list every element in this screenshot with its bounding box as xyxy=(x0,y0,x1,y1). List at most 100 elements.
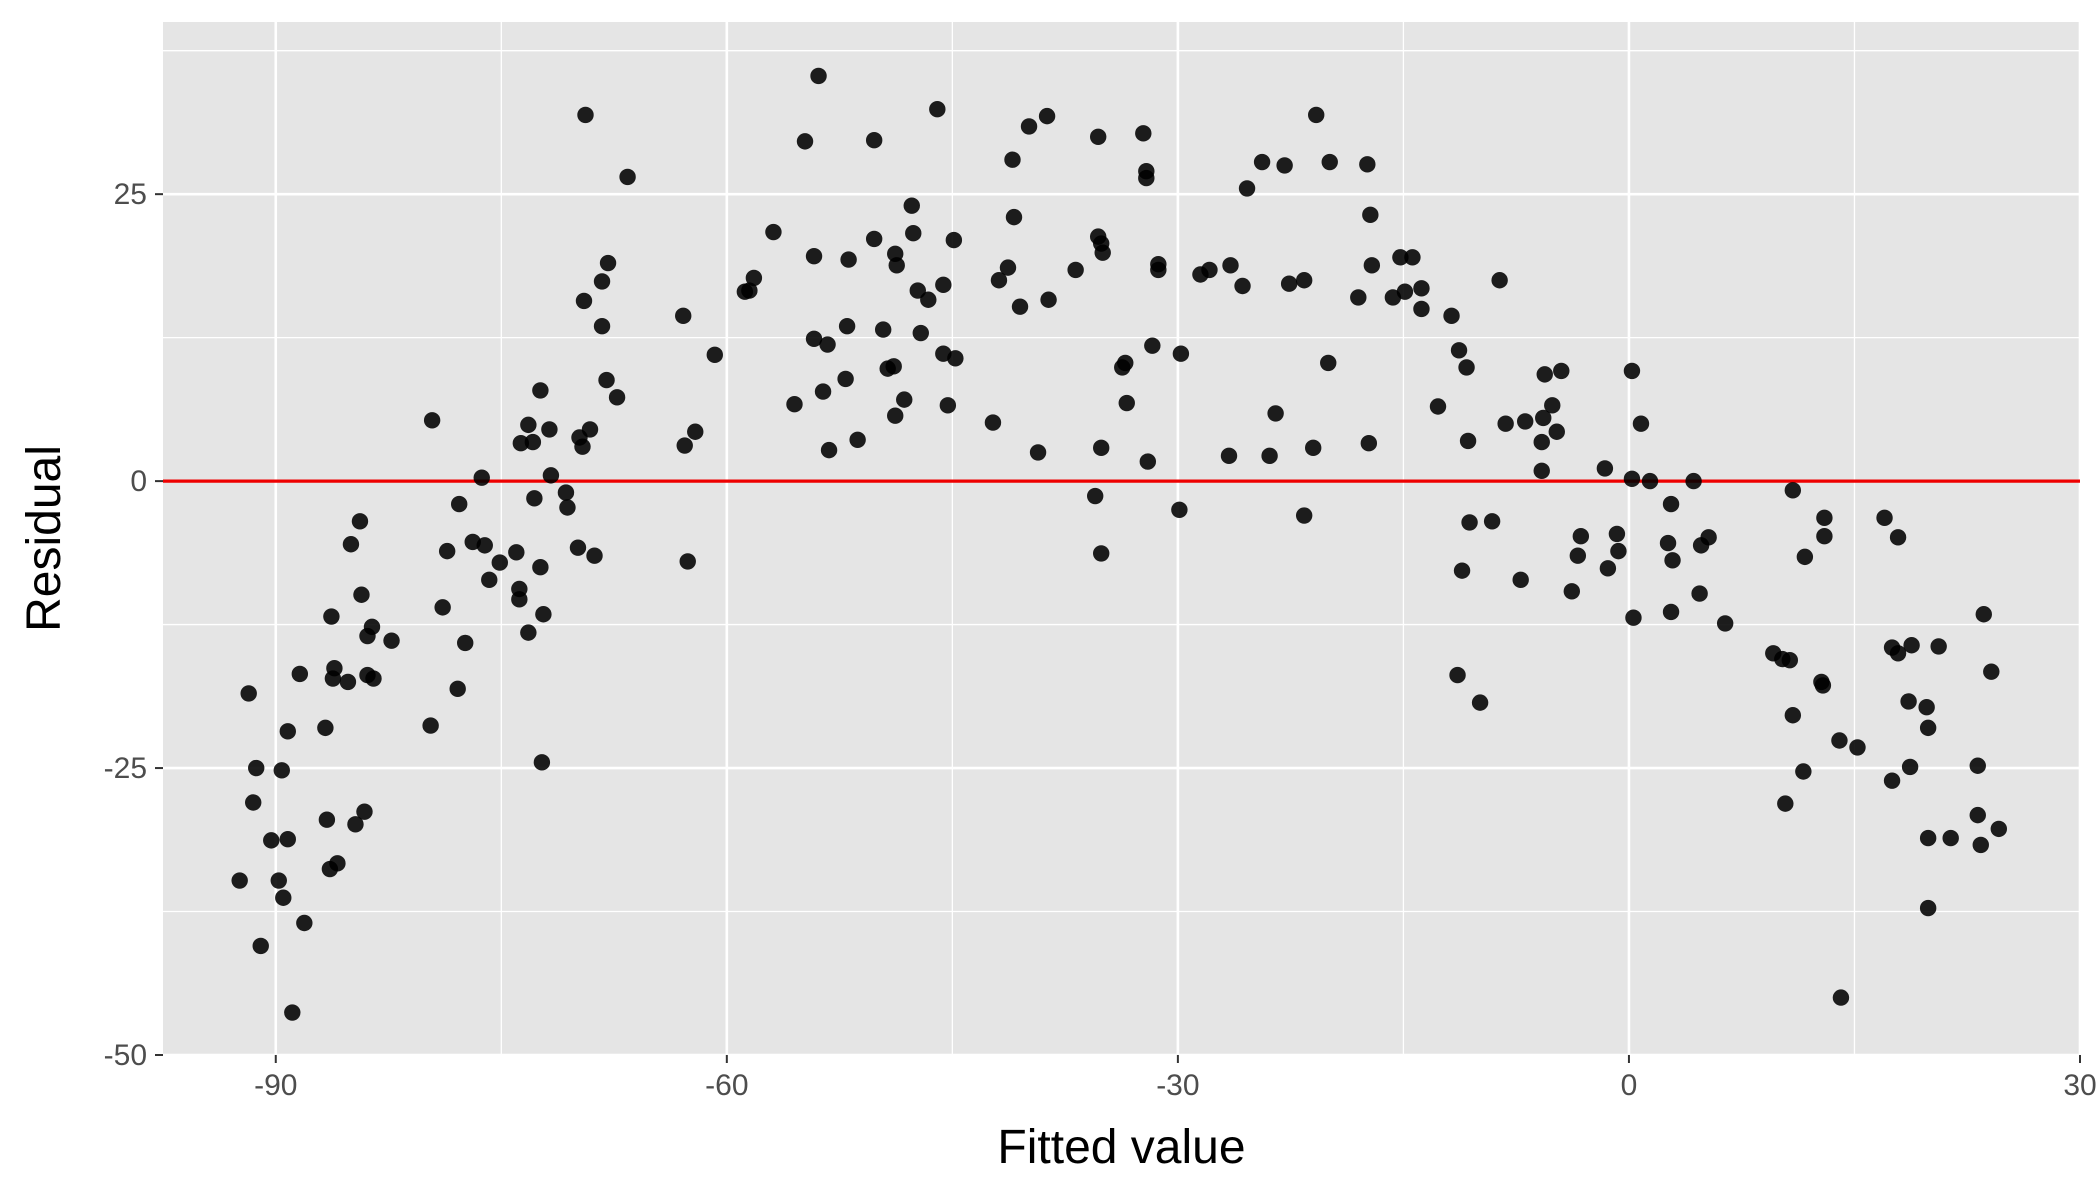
data-point xyxy=(745,269,763,287)
data-point xyxy=(1320,354,1337,372)
data-point xyxy=(1512,571,1529,589)
data-point xyxy=(1094,244,1111,261)
data-point xyxy=(1308,106,1325,124)
data-point xyxy=(1900,693,1917,710)
data-point xyxy=(284,1004,301,1021)
data-point xyxy=(1461,514,1478,531)
data-point xyxy=(1889,645,1907,662)
data-point xyxy=(598,371,615,389)
data-point xyxy=(1171,501,1188,519)
data-point xyxy=(805,247,823,265)
data-point xyxy=(342,536,360,553)
data-point xyxy=(1990,820,2008,838)
data-point xyxy=(1796,548,1814,566)
data-point xyxy=(599,254,617,272)
data-point xyxy=(593,273,611,290)
data-point xyxy=(810,67,827,85)
data-point xyxy=(1458,359,1475,376)
data-point xyxy=(1599,560,1617,577)
data-point xyxy=(1276,157,1293,174)
data-point xyxy=(1362,206,1379,224)
data-point xyxy=(263,832,280,849)
data-point xyxy=(575,292,593,310)
data-point xyxy=(524,433,542,451)
data-point xyxy=(1942,829,1959,847)
data-point xyxy=(559,499,576,516)
data-point xyxy=(865,230,883,248)
data-point xyxy=(422,717,439,734)
data-point xyxy=(1533,462,1550,479)
y-tick-label: 25 xyxy=(114,178,147,211)
data-point xyxy=(1883,772,1901,789)
data-point xyxy=(935,276,952,294)
data-point xyxy=(1919,829,1937,847)
data-point xyxy=(945,231,963,249)
data-point xyxy=(608,389,626,406)
data-point xyxy=(1038,107,1056,125)
data-point xyxy=(1150,261,1167,279)
data-point xyxy=(574,438,591,455)
data-point xyxy=(1969,806,1986,824)
data-point xyxy=(532,558,549,576)
data-point xyxy=(1321,153,1338,171)
data-point xyxy=(520,624,537,641)
data-point xyxy=(1641,472,1659,490)
data-point xyxy=(569,539,587,556)
x-tick-label: -60 xyxy=(705,1069,748,1102)
data-point xyxy=(1685,472,1702,490)
data-point xyxy=(1700,529,1717,546)
data-point xyxy=(586,547,603,564)
data-point xyxy=(741,282,758,299)
data-point xyxy=(593,317,611,335)
data-point xyxy=(1135,125,1152,142)
data-point xyxy=(1453,562,1471,579)
data-point xyxy=(912,324,929,342)
data-point xyxy=(1020,118,1038,135)
data-point xyxy=(279,723,296,740)
data-point xyxy=(1572,528,1590,545)
data-point xyxy=(1784,482,1802,499)
data-point xyxy=(511,591,528,608)
data-point xyxy=(1608,525,1626,543)
data-point xyxy=(838,317,856,335)
data-point xyxy=(1610,542,1627,560)
data-point xyxy=(1363,257,1381,274)
data-point xyxy=(329,855,346,872)
data-point xyxy=(999,259,1017,276)
data-point xyxy=(1972,836,1989,854)
data-point xyxy=(557,484,575,501)
y-tick-label: -50 xyxy=(104,1039,147,1072)
data-point xyxy=(1716,615,1734,632)
y-tick-label: -25 xyxy=(104,752,147,785)
data-point xyxy=(887,245,904,263)
data-point xyxy=(318,811,336,828)
data-point xyxy=(291,665,309,683)
data-point xyxy=(840,251,857,268)
data-point xyxy=(347,816,364,833)
data-point xyxy=(351,513,369,530)
data-point xyxy=(323,608,340,625)
data-point xyxy=(1443,307,1460,325)
data-point xyxy=(296,914,313,932)
data-point xyxy=(1253,153,1271,171)
data-point xyxy=(1659,534,1677,552)
data-point xyxy=(1516,413,1534,430)
data-point xyxy=(1691,585,1708,602)
data-point xyxy=(1814,677,1832,694)
data-point xyxy=(765,223,782,241)
data-point xyxy=(814,383,832,400)
data-point xyxy=(512,435,530,452)
data-point xyxy=(1662,603,1680,621)
data-point xyxy=(1533,433,1550,451)
data-point xyxy=(1777,795,1794,812)
data-point xyxy=(1795,763,1812,780)
data-point xyxy=(1548,423,1565,440)
data-point xyxy=(363,618,381,636)
data-point xyxy=(1029,444,1047,461)
data-point xyxy=(1413,280,1430,297)
data-point xyxy=(1849,739,1866,756)
data-point xyxy=(929,101,946,118)
data-point xyxy=(245,794,262,811)
data-point xyxy=(885,358,902,375)
data-point xyxy=(1234,277,1251,295)
